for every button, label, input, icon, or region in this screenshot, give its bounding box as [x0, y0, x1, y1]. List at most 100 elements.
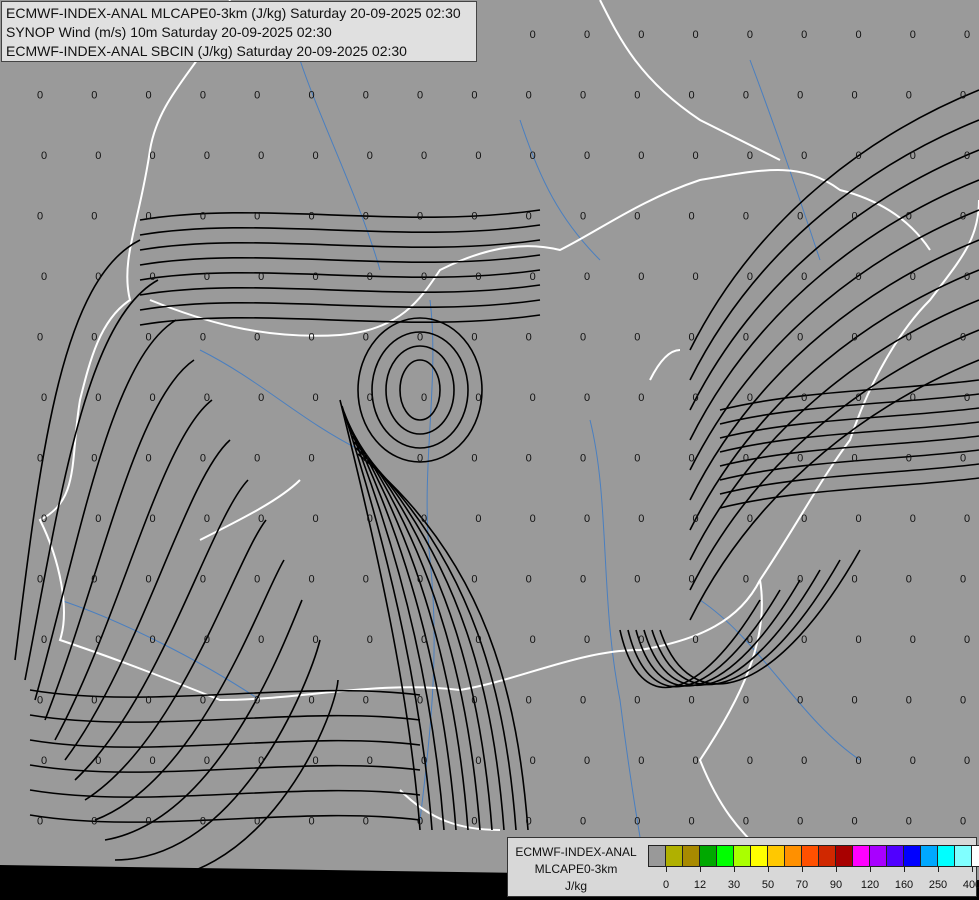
cin-value: 0	[906, 816, 912, 828]
cin-value: 0	[526, 332, 532, 344]
cin-value: 0	[200, 332, 206, 344]
wind-streamline	[659, 549, 861, 685]
cin-value: 0	[417, 211, 423, 223]
legend-swatch	[904, 846, 921, 866]
cin-value: 0	[960, 574, 966, 586]
cin-value: 0	[258, 271, 264, 283]
legend-tick-label: 400	[962, 879, 979, 891]
cin-value: 0	[146, 816, 152, 828]
cin-value: 0	[634, 211, 640, 223]
legend-swatch	[683, 846, 700, 866]
cin-value: 0	[584, 29, 590, 41]
cin-value: 0	[150, 392, 156, 404]
cin-value: 0	[580, 695, 586, 707]
country-border	[399, 789, 501, 831]
cin-value: 0	[851, 574, 857, 586]
cin-value: 0	[200, 816, 206, 828]
cin-value: 0	[960, 332, 966, 344]
cin-value: 0	[254, 211, 260, 223]
cin-value: 0	[258, 755, 264, 767]
wind-streamline	[689, 179, 979, 441]
cin-value: 0	[475, 513, 481, 525]
cin-value: 0	[964, 392, 970, 404]
cin-value: 0	[367, 392, 373, 404]
cin-value: 0	[363, 211, 369, 223]
cin-value: 0	[308, 574, 314, 586]
cin-value: 0	[634, 453, 640, 465]
cin-value: 0	[200, 453, 206, 465]
cin-value: 0	[530, 392, 536, 404]
cin-value: 0	[530, 513, 536, 525]
wind-streamline	[689, 89, 979, 351]
cin-value: 0	[312, 634, 318, 646]
cin-value: 0	[851, 816, 857, 828]
wind-streamline	[29, 689, 421, 698]
wind-streamline	[104, 599, 303, 841]
wind-streamline	[689, 239, 979, 501]
cin-value: 0	[91, 816, 97, 828]
wind-streamline	[345, 417, 457, 831]
wind-streamline	[719, 393, 979, 425]
wind-streamline	[29, 814, 421, 823]
river	[299, 59, 381, 271]
legend-swatch	[955, 846, 972, 866]
wind-streamline	[689, 269, 979, 531]
cin-value: 0	[41, 271, 47, 283]
wind-streamline	[114, 639, 321, 861]
cin-value: 0	[421, 392, 427, 404]
legend-swatch	[666, 846, 683, 866]
wind-streamline	[689, 329, 979, 591]
cin-value: 0	[200, 90, 206, 102]
cin-value: 0	[150, 755, 156, 767]
cin-value: 0	[960, 211, 966, 223]
title-line-wind: SYNOP Wind (m/s) 10m Saturday 20-09-2025…	[6, 24, 332, 40]
cin-value: 0	[851, 90, 857, 102]
cin-value: 0	[584, 634, 590, 646]
cin-value: 0	[146, 453, 152, 465]
cin-value: 0	[693, 634, 699, 646]
legend-tick-label: 30	[727, 879, 741, 891]
cin-value: 0	[638, 150, 644, 162]
cin-value: 0	[855, 392, 861, 404]
cin-value: 0	[693, 29, 699, 41]
cin-value: 0	[851, 453, 857, 465]
cin-value: 0	[417, 453, 423, 465]
cin-value: 0	[95, 150, 101, 162]
cin-value: 0	[634, 574, 640, 586]
country-border	[599, 0, 781, 161]
cin-value: 0	[37, 453, 43, 465]
cin-value: 0	[906, 453, 912, 465]
cin-value: 0	[312, 150, 318, 162]
cin-value: 0	[747, 271, 753, 283]
cin-value: 0	[37, 816, 43, 828]
cin-value: 0	[743, 695, 749, 707]
cin-value: 0	[910, 150, 916, 162]
cin-value: 0	[747, 755, 753, 767]
cin-value: 0	[204, 634, 210, 646]
cin-value: 0	[363, 90, 369, 102]
cin-value: 0	[200, 695, 206, 707]
cin-value: 0	[964, 755, 970, 767]
legend-swatch	[819, 846, 836, 866]
cin-value: 0	[693, 271, 699, 283]
cin-value: 0	[801, 271, 807, 283]
cin-value: 0	[801, 634, 807, 646]
cin-value: 0	[471, 332, 477, 344]
cin-value: 0	[960, 453, 966, 465]
cin-value: 0	[367, 755, 373, 767]
cin-value: 0	[801, 150, 807, 162]
wind-streamline	[399, 359, 441, 421]
cin-value: 0	[258, 150, 264, 162]
river	[59, 599, 261, 701]
cin-value: 0	[910, 513, 916, 525]
cin-value: 0	[91, 211, 97, 223]
cin-value: 0	[526, 574, 532, 586]
cin-value: 0	[471, 90, 477, 102]
wind-streamline	[44, 359, 195, 721]
cin-value: 0	[964, 513, 970, 525]
cin-value: 0	[747, 150, 753, 162]
wind-streamline	[643, 569, 821, 686]
cin-value: 0	[146, 574, 152, 586]
wind-streamline	[689, 119, 979, 381]
cin-value: 0	[91, 332, 97, 344]
